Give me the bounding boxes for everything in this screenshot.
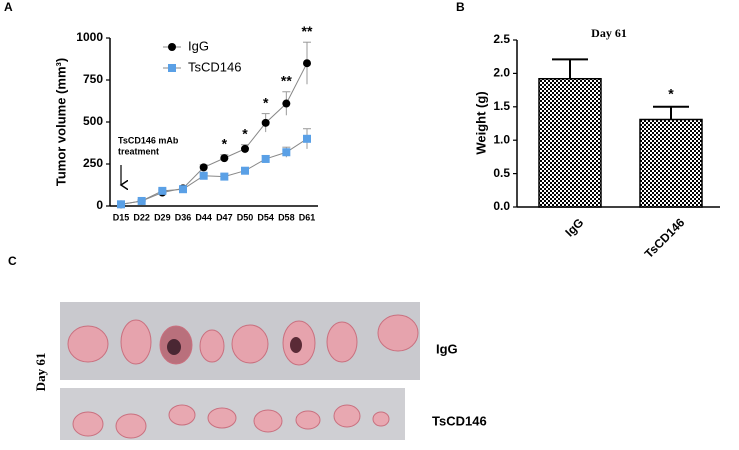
tumor-spot [290, 337, 302, 353]
marker [241, 166, 249, 175]
x-tick-label: D58 [278, 212, 295, 222]
y-tick-label: 0 [96, 198, 103, 212]
x-tick-label: TsCD146 [642, 215, 688, 261]
bar [639, 118, 703, 208]
marker [282, 148, 291, 157]
marker [117, 200, 125, 209]
tumors-tscd146 [72, 404, 390, 439]
marker [199, 163, 208, 172]
photo-side-label: Day 61 [33, 353, 48, 392]
tumors-igg [67, 314, 419, 366]
bar [538, 77, 602, 208]
annotation: treatment [118, 146, 159, 156]
x-tick-label: D50 [237, 212, 254, 222]
x-tick-label: D47 [216, 212, 233, 222]
y-tick-label: 1000 [76, 30, 103, 44]
y-tick-label: 2.0 [493, 66, 510, 80]
marker [282, 99, 291, 108]
chart-title: Day 61 [591, 26, 627, 40]
marker [303, 59, 311, 68]
y-tick-label: 0.5 [493, 166, 510, 180]
panel-label: C [8, 254, 17, 268]
series-line [120, 62, 308, 205]
significance-label: ** [302, 23, 313, 39]
photo-row-label: TsCD146 [432, 413, 487, 428]
tumor-photo [60, 302, 420, 440]
y-tick-label: 250 [83, 156, 103, 170]
significance-label: * [242, 125, 248, 141]
annotation: TsCD146 mAb [118, 135, 179, 145]
y-axis-label: Weight (g) [473, 91, 488, 154]
x-tick-label: D29 [154, 212, 171, 222]
y-tick-label: 0.0 [493, 199, 510, 213]
panel-label: A [4, 0, 13, 14]
x-tick-label: D61 [299, 212, 316, 222]
legend-marker [168, 43, 176, 51]
x-tick-label: D15 [113, 212, 130, 222]
panel-label: B [456, 0, 465, 14]
y-axis-label: Tumor volume (mm³) [53, 58, 68, 186]
marker [220, 172, 229, 181]
x-tick-label: D36 [175, 212, 192, 222]
marker [137, 196, 146, 205]
significance-label: * [222, 135, 228, 151]
legend-marker [168, 64, 176, 72]
series-line [120, 138, 308, 205]
y-tick-label: 2.5 [493, 32, 510, 46]
marker [199, 171, 208, 180]
legend-label: TsCD146 [188, 59, 241, 74]
y-tick-label: 750 [83, 72, 103, 86]
marker [158, 186, 167, 195]
marker [179, 185, 187, 194]
tumor-spot [167, 339, 181, 355]
significance-label: ** [281, 72, 292, 88]
marker [220, 154, 229, 163]
x-tick-label: D54 [257, 212, 274, 222]
legend-label: IgG [188, 38, 209, 53]
photo-row-label: IgG [436, 341, 458, 356]
significance-label: * [263, 94, 269, 110]
marker [261, 154, 270, 163]
x-tick-label: IgG [562, 215, 586, 239]
y-tick-label: 1.0 [493, 132, 510, 146]
y-tick-label: 500 [83, 114, 103, 128]
significance-label: * [668, 86, 674, 102]
y-tick-label: 1.5 [493, 99, 510, 113]
marker [303, 134, 311, 143]
x-tick-label: D44 [195, 212, 212, 222]
marker [261, 118, 270, 127]
marker [241, 144, 249, 153]
x-tick-label: D22 [133, 212, 150, 222]
